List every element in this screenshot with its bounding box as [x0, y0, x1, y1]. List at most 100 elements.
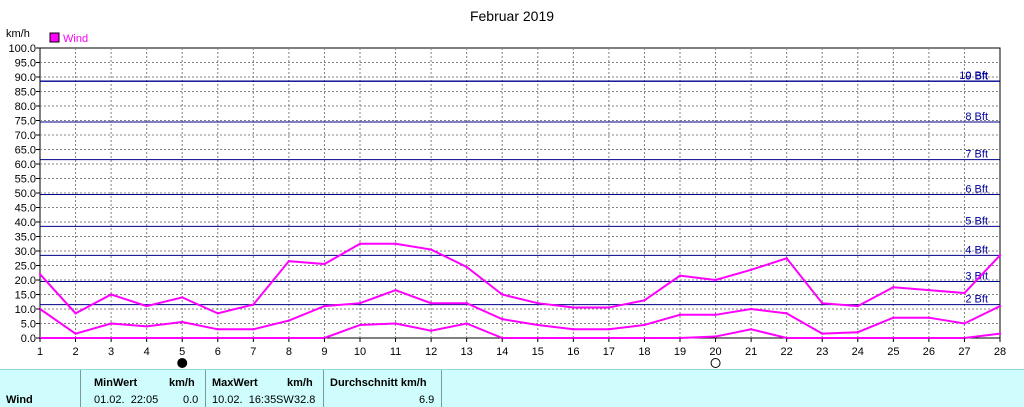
- x-tick-label: 1: [37, 346, 43, 358]
- beaufort-label: 8 Bft: [965, 111, 988, 123]
- data-point-average: [287, 319, 291, 322]
- data-point-average: [892, 316, 895, 319]
- data-point-average: [74, 332, 77, 335]
- y-tick-label: 35.0: [15, 232, 36, 244]
- chart-title: Februar 2019: [470, 8, 554, 24]
- x-tick-label: 12: [425, 346, 437, 358]
- data-point-average: [821, 332, 824, 335]
- y-tick-label: 5.0: [21, 319, 36, 331]
- stats-max-cell: MaxWert km/h 10.02. 16:35 SW 32.8: [206, 370, 324, 407]
- x-tick-label: 19: [674, 346, 686, 358]
- stats-max-header: MaxWert: [212, 377, 258, 389]
- y-tick-label: 95.0: [15, 58, 36, 70]
- data-point-max: [927, 288, 931, 292]
- statistics-bar: Wind MinWert km/h 01.02. 22:05 0.0 MaxWe…: [0, 369, 1024, 407]
- stats-avg-cell: Durchschnitt km/h 6.9: [324, 370, 442, 407]
- x-tick-label: 23: [816, 346, 828, 358]
- y-tick-label: 15.0: [15, 290, 36, 302]
- y-tick-label: 55.0: [15, 174, 36, 186]
- y-tick-label: 25.0: [15, 261, 36, 273]
- legend: Wind: [49, 32, 88, 45]
- data-point-max: [714, 278, 717, 282]
- data-point-average: [216, 328, 219, 331]
- legend-label: Wind: [63, 33, 88, 45]
- x-tick-label: 7: [250, 346, 256, 358]
- stats-avg-header: Durchschnitt km/h: [330, 377, 427, 389]
- x-tick-label: 10: [354, 346, 366, 358]
- data-point-max: [643, 299, 646, 302]
- full-moon-icon: [710, 358, 721, 368]
- data-point-max: [216, 312, 219, 315]
- data-point-average: [358, 302, 362, 305]
- x-tick-label: 8: [286, 346, 292, 358]
- data-point-min: [714, 335, 717, 338]
- data-point-average: [998, 304, 1002, 308]
- data-point-max: [856, 304, 859, 308]
- data-point-max: [358, 242, 362, 245]
- data-point-max: [38, 273, 42, 276]
- x-tick-label: 2: [72, 346, 78, 358]
- data-point-max: [501, 293, 504, 296]
- data-point-average: [572, 328, 575, 331]
- beaufort-label: 5 Bft: [965, 215, 988, 227]
- x-tick-label: 27: [958, 346, 970, 358]
- x-tick-label: 25: [887, 346, 899, 358]
- y-tick-label: 60.0: [15, 159, 36, 171]
- data-point-average: [607, 328, 611, 331]
- stats-min-cell: MinWert km/h 01.02. 22:05 0.0: [88, 370, 206, 407]
- x-tick-label: 24: [852, 346, 864, 358]
- data-point-average: [927, 316, 931, 319]
- x-tick-label: 15: [532, 346, 544, 358]
- data-point-average: [536, 323, 539, 327]
- moon-phases: [177, 358, 721, 368]
- data-point-min: [358, 323, 362, 327]
- data-point-average: [643, 323, 646, 327]
- y-tick-label: 70.0: [15, 130, 36, 142]
- data-point-max: [323, 262, 326, 266]
- data-point-min: [394, 322, 397, 325]
- x-tick-label: 6: [215, 346, 221, 358]
- data-point-max: [74, 312, 77, 315]
- x-tick-label: 5: [179, 346, 185, 358]
- data-point-average: [963, 322, 966, 325]
- data-point-max: [465, 265, 468, 269]
- data-point-average: [145, 325, 148, 328]
- data-point-max: [821, 302, 824, 305]
- grid: [39, 47, 1001, 339]
- data-point-average: [429, 302, 433, 305]
- data-point-max: [536, 302, 539, 305]
- series-line-average: [39, 289, 1001, 335]
- data-point-max: [572, 306, 575, 309]
- x-tick-label: 9: [321, 346, 327, 358]
- y-tick-label: 0.0: [21, 333, 36, 345]
- data-point-max: [181, 296, 184, 299]
- y-tick-label: 80.0: [15, 101, 36, 113]
- y-tick-label: 40.0: [15, 217, 36, 229]
- data-point-max: [998, 254, 1002, 257]
- x-tick-label: 17: [603, 346, 615, 358]
- data-point-min: [465, 322, 468, 325]
- beaufort-label: 9 Bft: [965, 70, 988, 82]
- y-tick-label: 20.0: [15, 275, 36, 287]
- data-point-average: [109, 322, 113, 325]
- stats-series-label: Wind: [6, 394, 33, 406]
- data-point-average: [181, 320, 184, 324]
- data-point-max: [785, 257, 788, 260]
- data-point-max: [109, 293, 113, 296]
- data-point-max: [749, 268, 753, 272]
- data-point-max: [145, 304, 148, 308]
- stats-max-value: 32.8: [294, 394, 316, 406]
- x-tick-label: 4: [144, 346, 150, 358]
- data-point-average: [465, 302, 468, 305]
- y-axis-unit-label: km/h: [6, 28, 30, 40]
- y-tick-label: 30.0: [15, 246, 36, 258]
- data-point-average: [394, 288, 397, 292]
- series-line-min: [40, 322, 1001, 339]
- x-tick-label: 18: [638, 346, 650, 358]
- x-tick-label: 21: [745, 346, 757, 358]
- data-point-min: [998, 332, 1002, 335]
- data-point-max: [394, 242, 397, 245]
- x-tick-label: 13: [461, 346, 473, 358]
- stats-min-datetime: 01.02. 22:05: [94, 394, 159, 406]
